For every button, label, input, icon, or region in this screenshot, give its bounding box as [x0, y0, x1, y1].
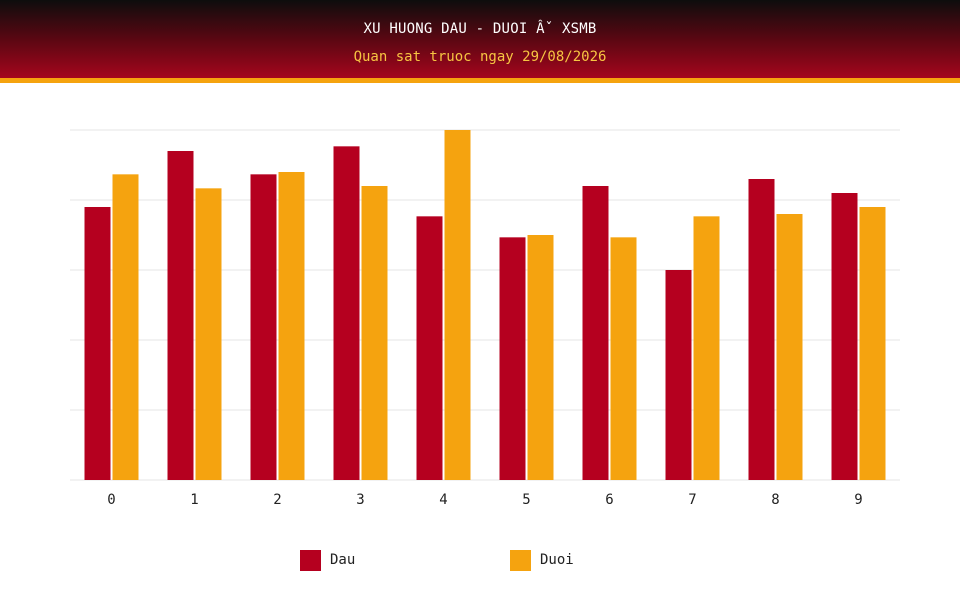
bar-duoi-9[interactable] — [859, 207, 886, 480]
x-tick-label-4: 4 — [439, 492, 447, 508]
x-tick-label-9: 9 — [854, 492, 862, 508]
bar-dau-5[interactable] — [499, 237, 526, 480]
bar-dau-9[interactable] — [831, 193, 858, 480]
bar-dau-3[interactable] — [333, 146, 360, 481]
bar-duoi-1[interactable] — [195, 188, 222, 481]
x-tick-label-0: 0 — [107, 492, 115, 508]
chart-header: XU HUONG DAU - DUOI Âˇ XSMB Quan sat tru… — [0, 0, 960, 78]
legend-item-duoi[interactable]: Duoi — [510, 548, 574, 572]
bar-dau-6[interactable] — [582, 186, 609, 480]
bar-dau-4[interactable] — [416, 216, 443, 481]
bar-duoi-7[interactable] — [693, 216, 720, 481]
x-tick-label-5: 5 — [522, 492, 530, 508]
legend-swatch-duoi — [510, 549, 531, 571]
header-accent-stripe — [0, 78, 960, 83]
bar-duoi-5[interactable] — [527, 235, 554, 480]
x-tick-label-3: 3 — [356, 492, 364, 508]
bar-duoi-8[interactable] — [776, 214, 803, 480]
x-tick-label-1: 1 — [190, 492, 198, 508]
bar-dau-0[interactable] — [84, 207, 111, 480]
chart-subtitle: Quan sat truoc ngay 29/08/2026 — [353, 49, 607, 65]
chart-legend: Dau Duoi — [0, 548, 960, 574]
legend-label-duoi: Duoi — [540, 552, 574, 568]
bar-dau-8[interactable] — [748, 179, 775, 480]
x-tick-label-6: 6 — [605, 492, 613, 508]
bar-duoi-3[interactable] — [361, 186, 388, 480]
x-tick-label-7: 7 — [688, 492, 696, 508]
bar-dau-2[interactable] — [250, 174, 277, 481]
bar-duoi-6[interactable] — [610, 237, 637, 480]
bar-dau-7[interactable] — [665, 270, 692, 480]
legend-swatch-dau — [300, 549, 321, 571]
legend-item-dau[interactable]: Dau — [300, 548, 355, 572]
bar-duoi-4[interactable] — [444, 130, 471, 480]
x-tick-label-8: 8 — [771, 492, 779, 508]
bar-duoi-0[interactable] — [112, 174, 139, 481]
bar-duoi-2[interactable] — [278, 172, 305, 480]
x-tick-label-2: 2 — [273, 492, 281, 508]
chart-title: XU HUONG DAU - DUOI Âˇ XSMB — [363, 21, 597, 37]
legend-label-dau: Dau — [330, 552, 356, 568]
bar-dau-1[interactable] — [167, 151, 194, 480]
